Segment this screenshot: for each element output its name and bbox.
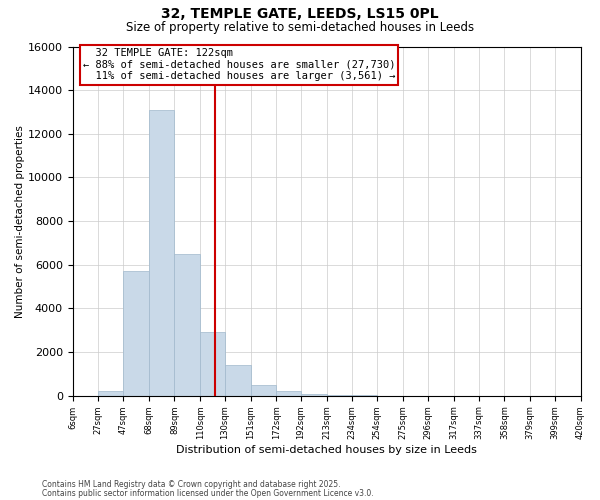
Text: 32, TEMPLE GATE, LEEDS, LS15 0PL: 32, TEMPLE GATE, LEEDS, LS15 0PL	[161, 8, 439, 22]
Bar	[225, 365, 251, 396]
Text: Contains public sector information licensed under the Open Government Licence v3: Contains public sector information licen…	[42, 488, 374, 498]
X-axis label: Distribution of semi-detached houses by size in Leeds: Distribution of semi-detached houses by …	[176, 445, 477, 455]
Bar	[123, 272, 149, 396]
Text: Contains HM Land Registry data © Crown copyright and database right 2025.: Contains HM Land Registry data © Crown c…	[42, 480, 341, 489]
Bar	[175, 254, 200, 396]
Text: Size of property relative to semi-detached houses in Leeds: Size of property relative to semi-detach…	[126, 21, 474, 34]
Bar	[276, 392, 301, 396]
Bar	[301, 394, 326, 396]
Y-axis label: Number of semi-detached properties: Number of semi-detached properties	[15, 124, 25, 318]
Bar	[200, 332, 225, 396]
Bar	[251, 385, 276, 396]
Text: 32 TEMPLE GATE: 122sqm
← 88% of semi-detached houses are smaller (27,730)
  11% : 32 TEMPLE GATE: 122sqm ← 88% of semi-det…	[83, 48, 395, 82]
Bar	[149, 110, 175, 396]
Bar	[326, 394, 352, 396]
Bar	[98, 392, 123, 396]
